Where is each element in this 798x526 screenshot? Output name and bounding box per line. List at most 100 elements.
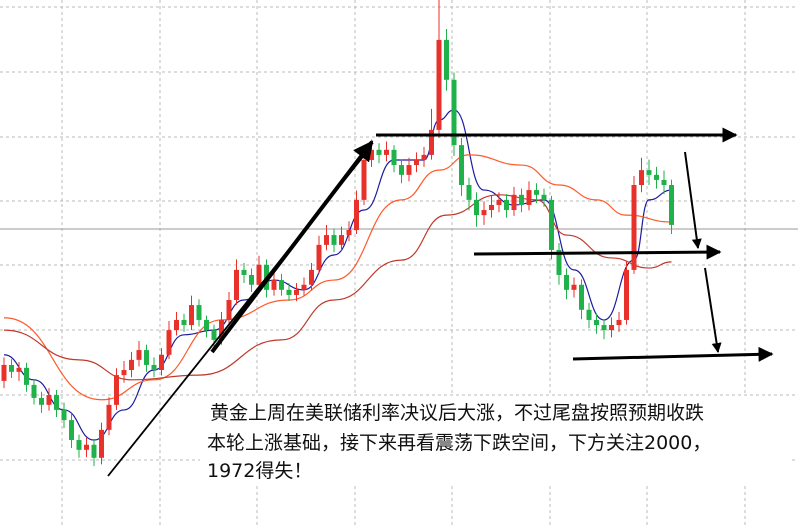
candle-body [99,429,104,458]
candle-body [616,319,622,326]
candle-body [459,145,464,186]
candle-body [241,269,247,275]
candle-body [609,325,614,331]
moving-average [3,154,672,401]
candle-body [114,375,119,405]
candle-body [24,367,29,385]
candle-body [354,199,359,230]
candle-body [406,165,412,175]
candle-body [286,289,292,295]
candle-body [166,330,172,355]
candle-body [234,269,239,301]
candle-body [489,204,494,211]
candle-body [376,149,382,155]
candle-body [519,194,524,205]
candle-body [541,194,547,200]
candle-body [646,170,652,175]
candle-body [61,409,67,421]
annotation-line: 1972得失！ [207,460,312,482]
moving-average [3,194,672,381]
candle-body [481,210,487,216]
candle-body [526,190,532,205]
candle-body [301,284,307,290]
candle-body [271,280,277,290]
candle-body [16,367,22,372]
arrows [107,127,774,477]
candle-body [661,179,667,186]
candle-body [654,174,659,180]
candle-body [421,154,427,160]
candle-body [586,309,592,320]
candle-body [624,269,629,320]
candle-body [496,199,502,205]
candle-body [211,330,217,340]
candle-body [474,199,479,216]
candle-body [174,319,179,331]
candle-body [226,300,232,320]
candle-body [504,199,509,211]
candle-body [31,384,37,398]
candle-body [346,229,352,236]
candle-body [256,264,262,285]
candle-body [136,350,142,360]
candle-body [571,284,577,290]
moving-average [3,109,672,441]
candle-body [249,274,254,285]
candle-body [316,244,322,270]
candle-body [444,39,449,80]
candle-body [534,190,539,195]
candle-body [189,305,194,326]
candle-body [451,79,457,146]
candle-body [414,159,419,166]
candle-body [151,364,157,371]
annotation-line: 黄金上周在美联储利率决议后大涨，不过尾盘按照预期收跌 [210,402,704,424]
candle-body [564,274,569,290]
candle-body [399,165,404,175]
candle-body [196,305,202,320]
candle-body [436,39,442,130]
annotation-line: 本轮上涨基础，接下来再看震荡下跌空间，下方关注2000， [207,432,711,454]
candle-body [339,235,344,245]
candle-body [121,370,127,376]
candle-body [39,397,44,405]
candle-body [361,159,367,200]
candle-body [69,420,74,441]
candle-body [129,359,134,371]
candle-body [429,129,434,155]
candle-body [9,364,14,372]
candle-body [279,280,284,290]
note-background [200,396,790,484]
candle-body [601,325,607,331]
candle-body [549,199,554,250]
candle-body [181,319,187,326]
plot [1,0,674,467]
candle-body [84,444,89,450]
candle-body [46,395,52,405]
candle-body [204,319,209,331]
candle-body [309,269,314,285]
candle-body [144,350,149,365]
candle-body [294,289,299,295]
candle-body [369,149,374,160]
candle-body [631,185,637,270]
candle-body [594,319,599,326]
candle-body [331,235,337,245]
candle-body [639,170,644,186]
candle-body [1,364,7,381]
candle-body [384,149,389,155]
candle-body [511,194,517,211]
candle-body [466,185,472,200]
candle-body [159,354,164,371]
candle-body [579,284,584,310]
candle-body [669,185,674,225]
candle-body [324,235,329,245]
candle-body [219,319,224,340]
candle-body [391,149,397,166]
candle-body [556,249,562,275]
candle-body [76,440,82,450]
candle-body [54,395,59,410]
candle-body [91,444,97,458]
candle-body [106,404,112,430]
